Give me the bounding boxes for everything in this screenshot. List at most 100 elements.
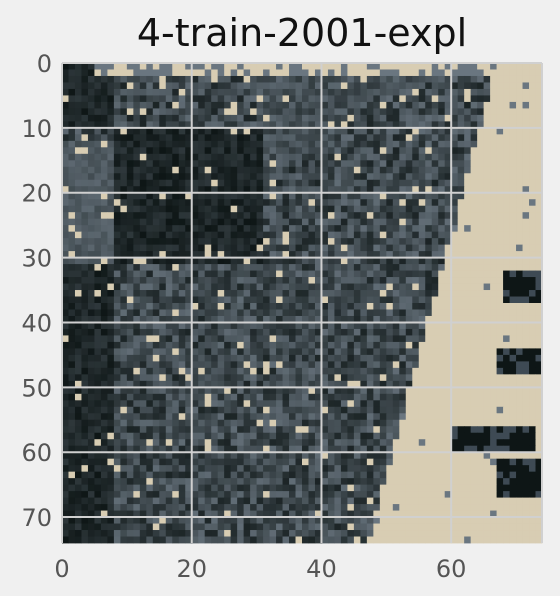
heatmap-cell bbox=[256, 303, 264, 310]
heatmap-cell bbox=[74, 186, 82, 194]
heatmap-cell bbox=[529, 212, 536, 220]
heatmap-cell bbox=[152, 303, 160, 310]
heatmap-cell bbox=[399, 199, 407, 207]
heatmap-cell bbox=[139, 63, 147, 70]
heatmap-cell bbox=[418, 432, 426, 440]
heatmap-cell bbox=[269, 328, 277, 336]
heatmap-cell bbox=[490, 75, 497, 83]
heatmap-cell bbox=[276, 315, 283, 323]
heatmap-cell bbox=[379, 179, 387, 187]
heatmap-cell bbox=[425, 244, 433, 252]
heatmap-cell bbox=[379, 244, 387, 252]
heatmap-cell bbox=[263, 244, 270, 252]
heatmap-cell bbox=[302, 439, 309, 447]
heatmap-cell bbox=[477, 309, 485, 317]
heatmap-cell bbox=[483, 283, 491, 291]
heatmap-cell bbox=[139, 309, 147, 317]
heatmap-cell bbox=[431, 413, 439, 421]
heatmap-cell bbox=[94, 192, 102, 200]
heatmap-cell bbox=[399, 160, 407, 168]
heatmap-cell bbox=[327, 296, 335, 304]
heatmap-cell bbox=[425, 160, 433, 168]
heatmap-cell bbox=[68, 147, 76, 155]
heatmap-cell bbox=[120, 95, 128, 103]
heatmap-cell bbox=[256, 88, 264, 96]
heatmap-cell bbox=[133, 367, 141, 375]
heatmap-cell bbox=[269, 121, 277, 129]
heatmap-cell bbox=[74, 153, 82, 161]
heatmap-cell bbox=[334, 121, 342, 129]
heatmap-cell bbox=[68, 82, 76, 90]
heatmap-cell bbox=[438, 160, 446, 168]
heatmap-cell bbox=[405, 127, 413, 135]
heatmap-cell bbox=[477, 251, 485, 258]
heatmap-cell bbox=[185, 478, 193, 486]
heatmap-cell bbox=[535, 63, 543, 70]
heatmap-cell bbox=[243, 153, 251, 161]
heatmap-cell bbox=[340, 251, 348, 258]
heatmap-cell bbox=[470, 69, 478, 77]
heatmap-cell bbox=[496, 108, 504, 116]
heatmap-cell bbox=[314, 257, 322, 265]
heatmap-cell bbox=[68, 69, 76, 77]
heatmap-cell bbox=[100, 432, 108, 440]
heatmap-cell bbox=[230, 400, 238, 408]
heatmap-cell bbox=[282, 445, 290, 453]
heatmap-cell bbox=[263, 452, 270, 460]
heatmap-cell bbox=[353, 101, 361, 109]
heatmap-cell bbox=[204, 270, 212, 278]
heatmap-cell bbox=[94, 374, 102, 382]
heatmap-cell bbox=[360, 63, 368, 70]
heatmap-cell bbox=[496, 205, 504, 213]
heatmap-cell bbox=[113, 458, 121, 466]
heatmap-cell bbox=[405, 192, 413, 200]
heatmap-cell bbox=[198, 303, 206, 310]
heatmap-cell bbox=[94, 186, 102, 194]
heatmap-cell bbox=[386, 465, 394, 473]
heatmap-cell bbox=[302, 205, 309, 213]
heatmap-cell bbox=[165, 88, 173, 96]
heatmap-cell bbox=[74, 426, 82, 434]
heatmap-cell bbox=[289, 290, 296, 297]
heatmap-cell bbox=[360, 309, 368, 317]
heatmap-cell bbox=[503, 290, 510, 297]
heatmap-cell bbox=[425, 491, 433, 498]
heatmap-cell bbox=[405, 147, 413, 155]
heatmap-cell bbox=[224, 387, 232, 395]
heatmap-cell bbox=[314, 309, 322, 317]
heatmap-cell bbox=[120, 478, 128, 486]
heatmap-cell bbox=[392, 452, 400, 460]
heatmap-cell bbox=[100, 413, 108, 421]
heatmap-cell bbox=[490, 114, 497, 122]
heatmap-cell bbox=[269, 458, 277, 466]
heatmap-cell bbox=[314, 160, 322, 168]
heatmap-cell bbox=[405, 244, 413, 252]
heatmap-cell bbox=[185, 445, 193, 453]
heatmap-cell bbox=[314, 153, 322, 161]
heatmap-cell bbox=[139, 173, 147, 181]
heatmap-cell bbox=[204, 192, 212, 200]
heatmap-cell bbox=[477, 452, 485, 460]
heatmap-cell bbox=[457, 341, 465, 349]
heatmap-cell bbox=[444, 432, 452, 440]
heatmap-cell bbox=[470, 225, 478, 233]
heatmap-cell bbox=[81, 367, 89, 375]
heatmap-cell bbox=[263, 322, 270, 330]
heatmap-cell bbox=[198, 283, 206, 291]
heatmap-cell bbox=[224, 114, 232, 122]
heatmap-cell bbox=[308, 88, 316, 96]
heatmap-cell bbox=[191, 225, 199, 233]
heatmap-cell bbox=[107, 328, 115, 336]
heatmap-cell bbox=[152, 400, 160, 408]
heatmap-cell bbox=[243, 69, 251, 77]
heatmap-cell bbox=[81, 458, 89, 466]
heatmap-cell bbox=[139, 328, 147, 336]
heatmap-cell bbox=[366, 270, 374, 278]
heatmap-cell bbox=[289, 205, 296, 213]
heatmap-cell bbox=[340, 491, 348, 498]
heatmap-cell bbox=[340, 361, 348, 369]
heatmap-cell bbox=[198, 354, 206, 362]
heatmap-cell bbox=[152, 439, 160, 447]
heatmap-cell bbox=[250, 426, 257, 434]
heatmap-cell bbox=[464, 186, 472, 194]
